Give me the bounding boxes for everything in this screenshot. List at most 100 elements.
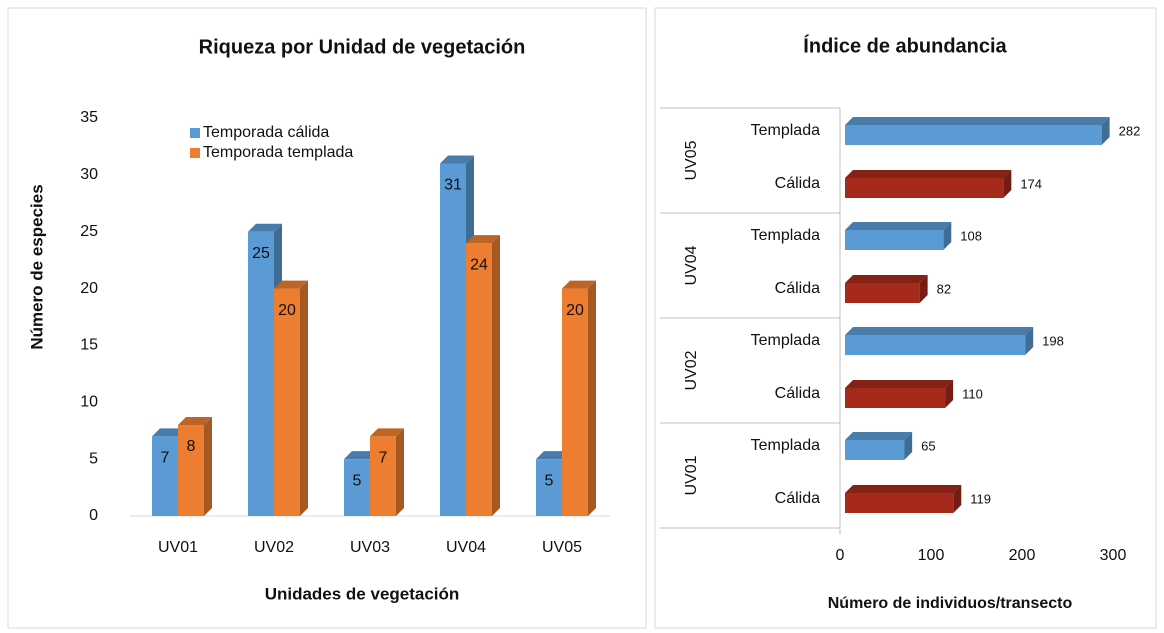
data-label: 7 [161, 450, 170, 467]
legend-swatch [190, 128, 200, 138]
bar-depth-side [492, 235, 500, 517]
chart-title: Riqueza por Unidad de vegetación [199, 36, 526, 58]
x-tick-label: 300 [1100, 547, 1127, 564]
data-label: 7 [379, 450, 388, 467]
x-tick-label: UV02 [254, 539, 294, 556]
bar [845, 493, 954, 513]
bar-depth-top [248, 223, 282, 232]
y-tick-label: 25 [80, 223, 98, 240]
bar [440, 163, 466, 516]
row-label: Templada [751, 437, 820, 454]
y-axis-label: Número de especies [27, 184, 46, 349]
bar [178, 425, 204, 516]
bar-depth-top [440, 155, 474, 164]
bar [466, 243, 492, 517]
y-tick-label: 35 [80, 109, 98, 126]
group-label: UV05 [683, 140, 700, 180]
bar-depth-top [370, 428, 404, 437]
legend-swatch [190, 148, 200, 158]
bar-depth-side [953, 485, 962, 513]
y-tick-label: 5 [89, 450, 98, 467]
bar [344, 459, 370, 516]
data-label: 282 [1119, 123, 1141, 138]
bar-depth-side [1003, 170, 1012, 198]
bar [845, 335, 1026, 355]
bar [845, 440, 905, 460]
bar [845, 283, 920, 303]
bar [536, 459, 562, 516]
bar [248, 231, 274, 516]
bar-depth-side [300, 280, 308, 516]
data-label: 31 [444, 177, 462, 194]
y-tick-label: 15 [80, 337, 98, 354]
bar-depth-top [845, 222, 952, 230]
bar-depth-side [945, 380, 954, 408]
chart-title: Índice de abundancia [803, 34, 1007, 57]
bar-depth-top [845, 432, 913, 440]
group-label: UV01 [683, 455, 700, 495]
row-label: Templada [751, 227, 820, 244]
bar-depth-top [845, 117, 1110, 125]
bar-depth-top [845, 327, 1034, 335]
data-label: 119 [970, 491, 991, 506]
bar-depth-top [536, 451, 570, 460]
bar-depth-top [274, 280, 308, 289]
bar-depth-side [588, 280, 596, 516]
bar-depth-side [1101, 117, 1110, 145]
data-label: 5 [353, 472, 362, 489]
x-tick-label: 100 [918, 547, 945, 564]
legend-label: Temporada templada [203, 144, 353, 161]
bar [845, 230, 944, 250]
y-tick-label: 30 [80, 166, 98, 183]
x-tick-label: UV05 [542, 539, 582, 556]
row-label: Cálida [775, 490, 820, 507]
x-tick-label: UV01 [158, 539, 198, 556]
row-label: Templada [751, 332, 820, 349]
bar [845, 388, 946, 408]
bar-depth-side [1025, 327, 1034, 355]
data-label: 20 [278, 302, 296, 319]
x-tick-label: 0 [836, 547, 845, 564]
bar-depth-side [904, 432, 913, 460]
left-panel [7, 7, 647, 629]
x-tick-label: UV04 [446, 539, 486, 556]
bar-depth-top [178, 417, 212, 426]
y-tick-label: 20 [80, 280, 98, 297]
right-panel [654, 7, 1157, 629]
data-label: 8 [187, 438, 196, 455]
y-tick-label: 0 [89, 507, 98, 524]
row-label: Cálida [775, 385, 820, 402]
bar [152, 436, 178, 516]
bar-depth-side [919, 275, 928, 303]
bar [845, 125, 1102, 145]
bar-depth-top [845, 275, 928, 283]
bar-depth-top [152, 428, 186, 437]
x-tick-label: 200 [1009, 547, 1036, 564]
data-label: 5 [545, 472, 554, 489]
bar-depth-top [344, 451, 378, 460]
group-label: UV02 [683, 350, 700, 390]
bar-depth-top [562, 280, 596, 289]
bar [562, 288, 588, 516]
data-label: 20 [566, 302, 584, 319]
x-axis-label: Número de individuos/transecto [828, 595, 1073, 612]
data-label: 110 [962, 386, 983, 401]
group-label: UV04 [683, 245, 700, 285]
data-label: 82 [937, 281, 951, 296]
bar-depth-side [396, 428, 404, 516]
x-tick-label: UV03 [350, 539, 390, 556]
legend-label: Temporada cálida [203, 124, 329, 141]
bar-depth-top [466, 235, 500, 244]
y-tick-label: 10 [80, 394, 98, 411]
bar-depth-top [845, 380, 954, 388]
row-label: Cálida [775, 280, 820, 297]
bar [274, 288, 300, 516]
bar [845, 178, 1004, 198]
data-label: 108 [960, 228, 982, 243]
bar [370, 436, 396, 516]
data-label: 24 [470, 256, 488, 273]
x-axis-label: Unidades de vegetación [265, 584, 460, 603]
bar-depth-top [845, 170, 1012, 178]
data-label: 198 [1042, 333, 1064, 348]
